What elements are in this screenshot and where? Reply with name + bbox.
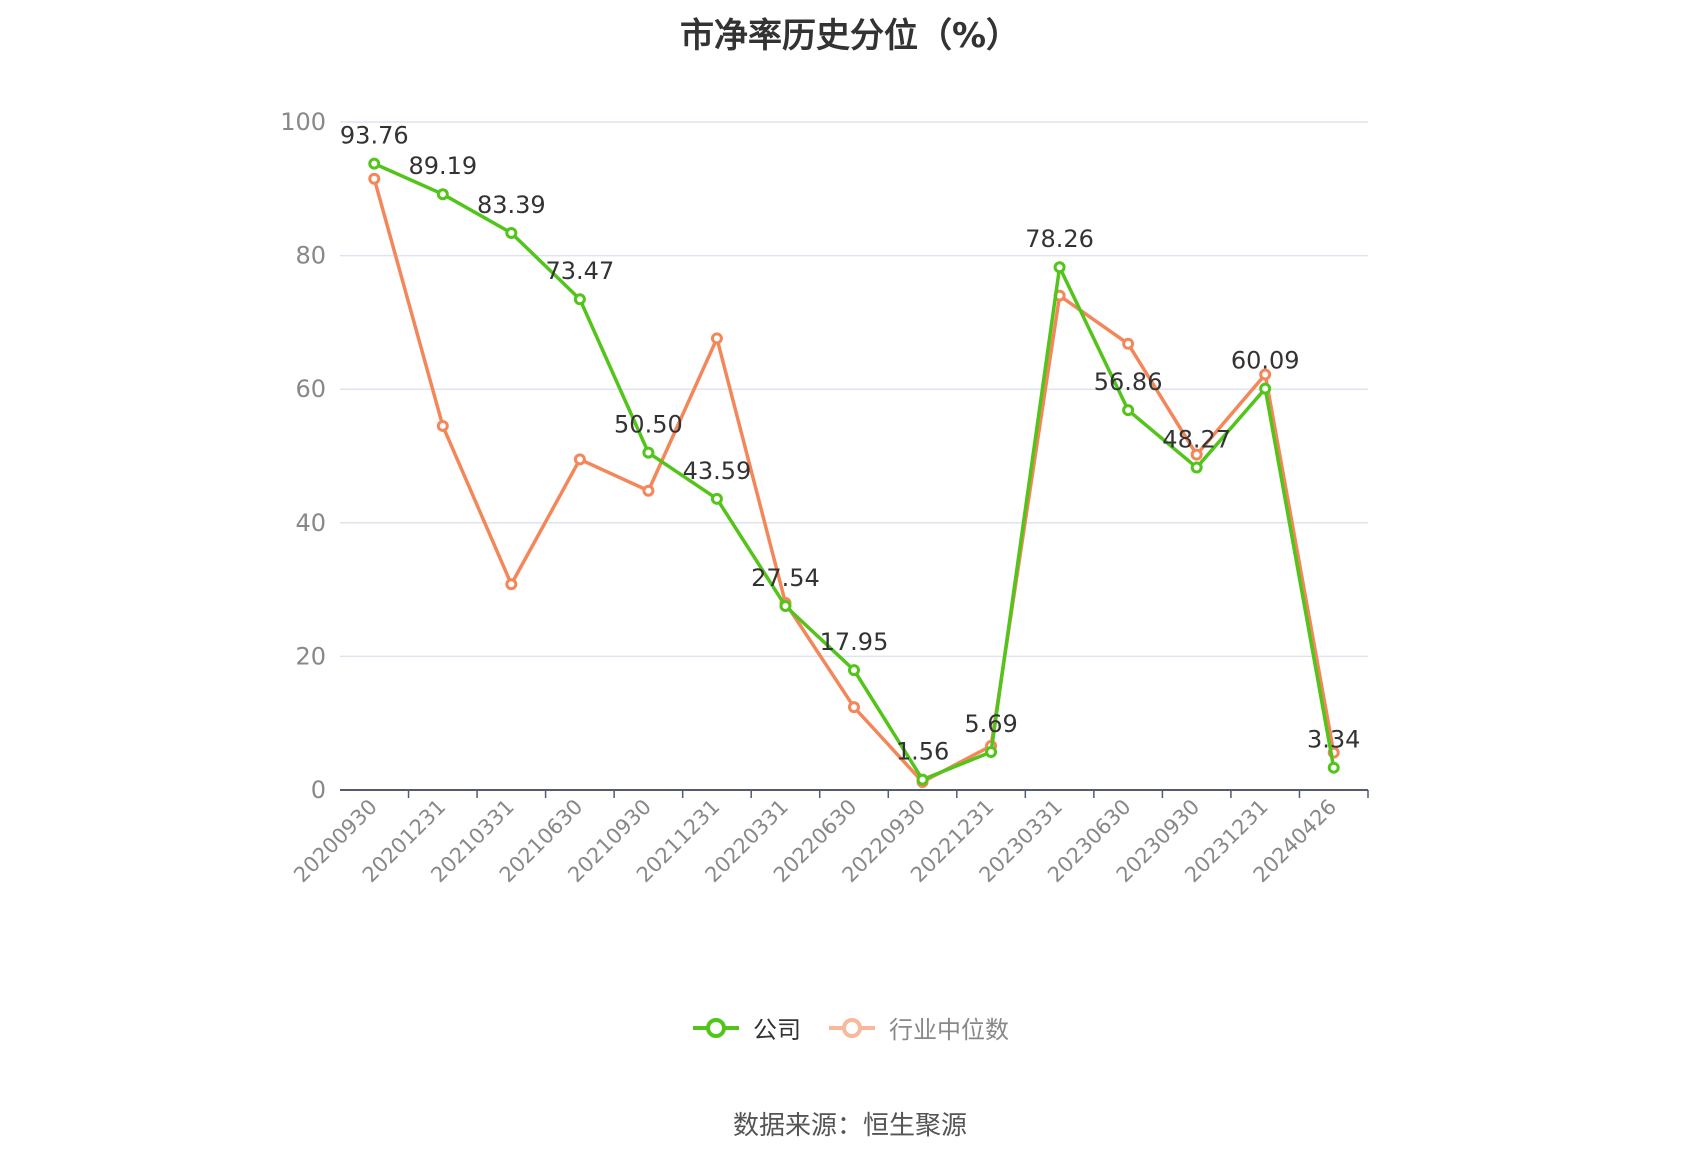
data-label: 1.56 xyxy=(896,738,949,766)
legend-company-marker xyxy=(693,1017,739,1038)
data-point-company xyxy=(916,773,929,786)
legend-item-company[interactable]: 公司 xyxy=(691,1010,801,1045)
data-label: 93.76 xyxy=(340,122,409,150)
data-label: 5.69 xyxy=(964,710,1017,738)
data-point-company xyxy=(779,600,792,613)
data-label: 48.27 xyxy=(1162,426,1231,454)
data-point-company xyxy=(573,293,586,306)
axes: 0204060801002020093020201231202103312021… xyxy=(280,108,1369,887)
data-point-company xyxy=(985,745,998,758)
data-point-industry xyxy=(1190,448,1203,461)
y-tick-label: 20 xyxy=(295,642,326,670)
data-point-industry xyxy=(436,419,449,432)
data-label: 27.54 xyxy=(751,564,820,592)
legend-industry-marker xyxy=(829,1017,875,1038)
data-label: 56.86 xyxy=(1094,368,1163,396)
data-label: 43.59 xyxy=(683,457,752,485)
data-point-company xyxy=(505,226,518,239)
y-tick-label: 0 xyxy=(311,776,326,804)
data-source: 数据来源：恒生聚源 xyxy=(732,1111,967,1141)
y-tick-label: 80 xyxy=(295,242,326,270)
data-point-industry xyxy=(848,701,860,714)
y-tick-label: 40 xyxy=(295,509,326,537)
data-point-industry xyxy=(368,172,381,185)
data-point-industry xyxy=(642,484,655,497)
series-line-industry xyxy=(372,178,1336,784)
data-point-company xyxy=(642,446,655,459)
data-point-industry xyxy=(1122,337,1135,350)
data-point-company xyxy=(1053,261,1066,274)
data-label: 60.09 xyxy=(1231,347,1300,375)
y-tick-label: 60 xyxy=(295,375,326,403)
data-point-industry xyxy=(573,453,586,466)
chart-title: 市净率历史分位（%） xyxy=(679,16,1021,56)
legend-label-company: 公司 xyxy=(753,1016,801,1044)
legend: 公司 行业中位数 xyxy=(0,1010,1700,1045)
data-point-industry xyxy=(710,332,723,345)
data-label: 89.19 xyxy=(408,152,477,180)
data-point-company xyxy=(710,492,723,505)
data-label: 73.47 xyxy=(546,257,615,285)
series-lines xyxy=(368,157,1340,788)
legend-label-industry: 行业中位数 xyxy=(889,1016,1009,1044)
data-point-industry xyxy=(1259,368,1272,381)
data-point-company xyxy=(1327,761,1340,774)
data-label: 78.26 xyxy=(1025,225,1094,253)
data-point-company xyxy=(848,664,860,677)
data-label: 3.34 xyxy=(1307,726,1360,754)
data-point-company xyxy=(1259,382,1272,395)
data-label: 50.50 xyxy=(614,411,683,439)
data-point-company xyxy=(436,188,449,201)
data-label: 17.95 xyxy=(820,628,889,656)
data-point-industry xyxy=(505,578,518,591)
data-point-company xyxy=(1122,404,1135,417)
gridlines xyxy=(340,121,1368,658)
y-tick-label: 100 xyxy=(280,108,326,136)
data-label: 83.39 xyxy=(477,191,546,219)
data-point-company xyxy=(1190,461,1203,474)
legend-item-industry[interactable]: 行业中位数 xyxy=(827,1010,1009,1045)
data-point-company xyxy=(368,157,381,170)
